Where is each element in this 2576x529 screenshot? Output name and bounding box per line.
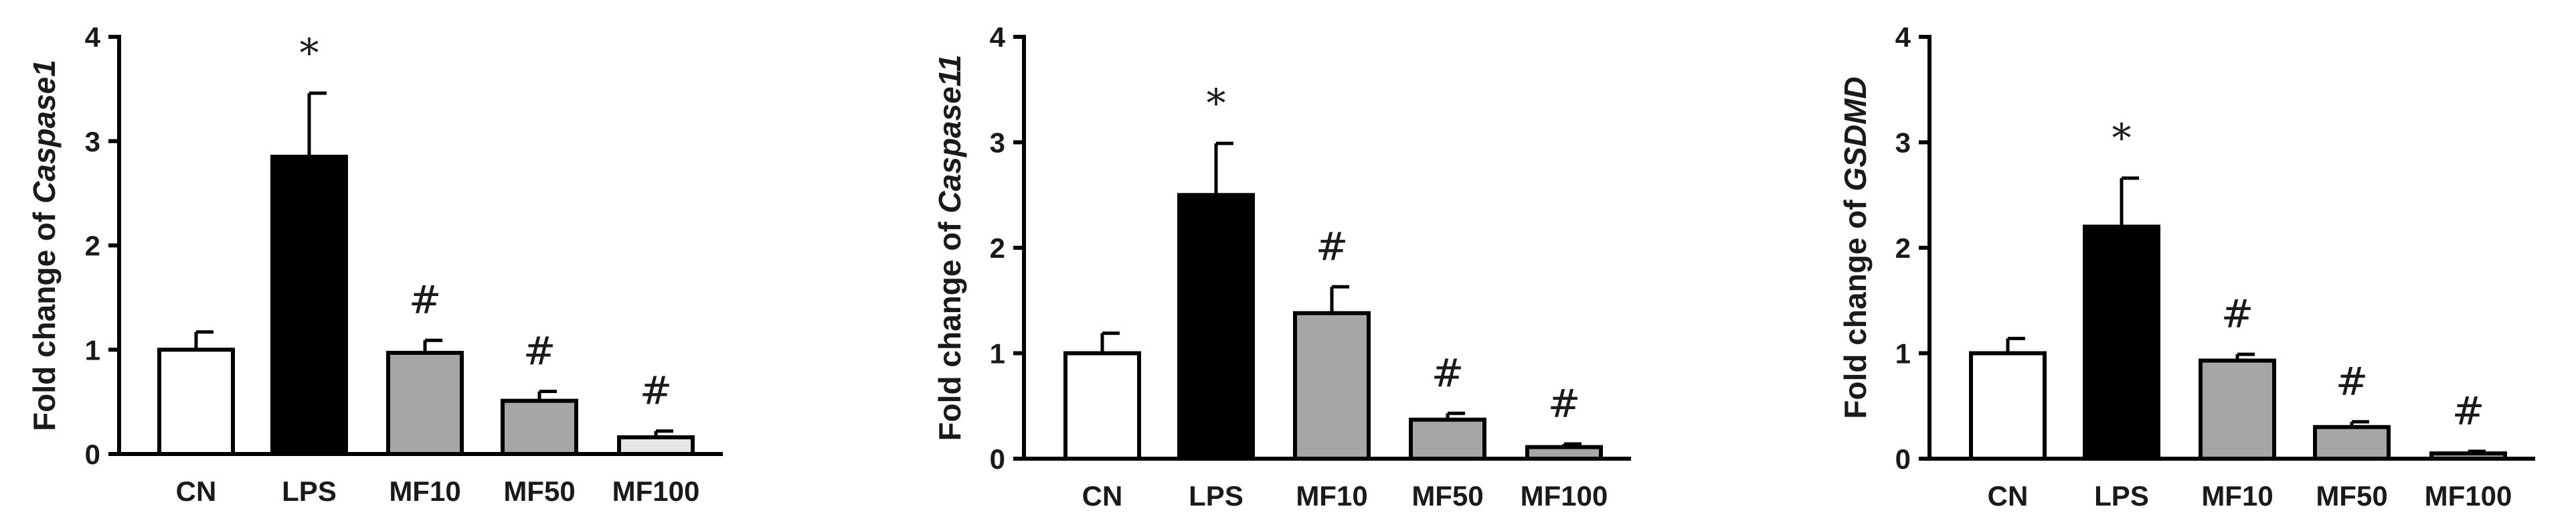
y-axis-title-gene: Caspase1 xyxy=(27,60,62,204)
bar-mf10 xyxy=(1293,311,1371,461)
y-tick-label: 4 xyxy=(990,21,1006,53)
y-tick-label: 0 xyxy=(1895,443,1911,475)
bar-cn xyxy=(157,348,235,456)
bar-mf10 xyxy=(386,350,464,456)
y-tick-label: 3 xyxy=(990,127,1005,159)
x-tick-label: CN xyxy=(1082,480,1123,512)
significance-hash: # xyxy=(1548,381,1581,427)
x-tick-label: MF10 xyxy=(389,475,460,507)
y-tick-label: 1 xyxy=(85,334,100,366)
y-tick-label: 0 xyxy=(990,443,1005,475)
x-tick-label: LPS xyxy=(2094,480,2149,512)
x-tick-label: LPS xyxy=(1189,480,1243,512)
significance-hash: # xyxy=(409,277,442,323)
x-tick-label: MF10 xyxy=(1296,480,1367,512)
y-tick-label: 3 xyxy=(1895,127,1911,159)
bar-mf50 xyxy=(2313,425,2391,461)
y-axis-title: Fold change of Caspase11 xyxy=(932,55,967,441)
bar-cn xyxy=(1063,351,1141,461)
y-tick-label: 4 xyxy=(85,21,101,53)
y-axis-title-gene: Caspase11 xyxy=(932,55,967,214)
significance-star: * xyxy=(2112,115,2132,161)
significance-hash: # xyxy=(1432,350,1464,396)
significance-hash: # xyxy=(2221,291,2254,337)
bar-mf50 xyxy=(501,398,578,457)
x-tick-label: MF50 xyxy=(503,475,575,507)
chart-panel-caspase11: * # # #0 1 2 3 4 CN LPS MF10 MF50 MF100 Fold change o… xyxy=(932,21,1631,512)
significance-star: * xyxy=(1207,80,1226,126)
x-tick-label: MF50 xyxy=(2316,480,2387,512)
x-tick-label: MF50 xyxy=(1411,480,1483,512)
y-axis-title-prefix: Fold change of xyxy=(1838,192,1873,419)
significance-hash: # xyxy=(523,329,556,374)
y-tick-label: 4 xyxy=(1895,21,1911,53)
bar-lps xyxy=(2083,224,2160,461)
y-axis-title: Fold change of Caspase1 xyxy=(27,60,62,431)
y-axis-title-prefix: Fold change of xyxy=(27,204,62,431)
significance-hash: # xyxy=(640,368,673,414)
y-tick-label: 2 xyxy=(85,230,100,262)
bar-mf100 xyxy=(617,435,695,457)
y-tick-label: 2 xyxy=(990,232,1005,264)
x-tick-label: MF100 xyxy=(2425,480,2512,512)
y-tick-label: 1 xyxy=(1895,338,1911,370)
y-tick-label: 3 xyxy=(85,126,100,157)
bar-mf10 xyxy=(2199,358,2276,461)
chart-panel-caspase1: * # # #0 1 2 3 4 CN LPS MF10 MF50 MF100 Fold change o… xyxy=(27,21,723,507)
significance-star: * xyxy=(300,30,319,76)
y-tick-label: 2 xyxy=(1895,232,1911,264)
bar-lps xyxy=(270,155,348,457)
y-axis-title-prefix: Fold change of xyxy=(932,214,967,441)
y-axis-title: Fold change of GSDMD xyxy=(1838,76,1873,419)
bar-lps xyxy=(1177,193,1255,461)
x-tick-label: CN xyxy=(176,475,217,507)
x-tick-label: MF10 xyxy=(2201,480,2273,512)
x-tick-label: MF100 xyxy=(1521,480,1608,512)
chart-panel-gsdmd: * # # #0 1 2 3 4 CN LPS MF10 MF50 MF100 Fold change o… xyxy=(1838,21,2535,512)
y-axis-title-gene: GSDMD xyxy=(1838,76,1873,191)
x-tick-label: MF100 xyxy=(612,475,700,507)
significance-hash: # xyxy=(2452,388,2485,434)
x-tick-label: CN xyxy=(1988,480,2029,512)
y-tick-label: 0 xyxy=(85,439,100,470)
significance-hash: # xyxy=(1316,224,1349,269)
x-tick-label: LPS xyxy=(282,475,337,507)
bar-cn xyxy=(1969,351,2047,461)
bar-mf50 xyxy=(1409,417,1486,461)
significance-hash: # xyxy=(2336,359,2369,404)
y-tick-label: 1 xyxy=(990,338,1005,370)
